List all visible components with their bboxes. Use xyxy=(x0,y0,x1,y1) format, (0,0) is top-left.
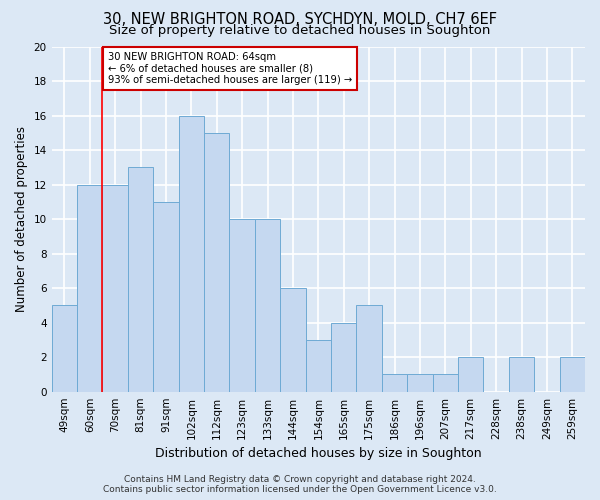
Bar xyxy=(356,306,382,392)
Bar xyxy=(52,306,77,392)
Bar xyxy=(255,219,280,392)
Bar xyxy=(77,184,103,392)
Bar xyxy=(280,288,305,392)
Text: 30, NEW BRIGHTON ROAD, SYCHDYN, MOLD, CH7 6EF: 30, NEW BRIGHTON ROAD, SYCHDYN, MOLD, CH… xyxy=(103,12,497,28)
Bar xyxy=(331,322,356,392)
Y-axis label: Number of detached properties: Number of detached properties xyxy=(15,126,28,312)
Bar xyxy=(560,357,585,392)
Bar xyxy=(229,219,255,392)
Bar xyxy=(433,374,458,392)
Bar xyxy=(204,133,229,392)
Bar xyxy=(179,116,204,392)
Bar xyxy=(407,374,433,392)
Bar xyxy=(458,357,484,392)
Bar xyxy=(153,202,179,392)
X-axis label: Distribution of detached houses by size in Soughton: Distribution of detached houses by size … xyxy=(155,447,482,460)
Bar xyxy=(382,374,407,392)
Bar xyxy=(305,340,331,392)
Text: Contains HM Land Registry data © Crown copyright and database right 2024.
Contai: Contains HM Land Registry data © Crown c… xyxy=(103,474,497,494)
Bar xyxy=(103,184,128,392)
Text: 30 NEW BRIGHTON ROAD: 64sqm
← 6% of detached houses are smaller (8)
93% of semi-: 30 NEW BRIGHTON ROAD: 64sqm ← 6% of deta… xyxy=(107,52,352,85)
Text: Size of property relative to detached houses in Soughton: Size of property relative to detached ho… xyxy=(109,24,491,37)
Bar xyxy=(128,168,153,392)
Bar xyxy=(509,357,534,392)
